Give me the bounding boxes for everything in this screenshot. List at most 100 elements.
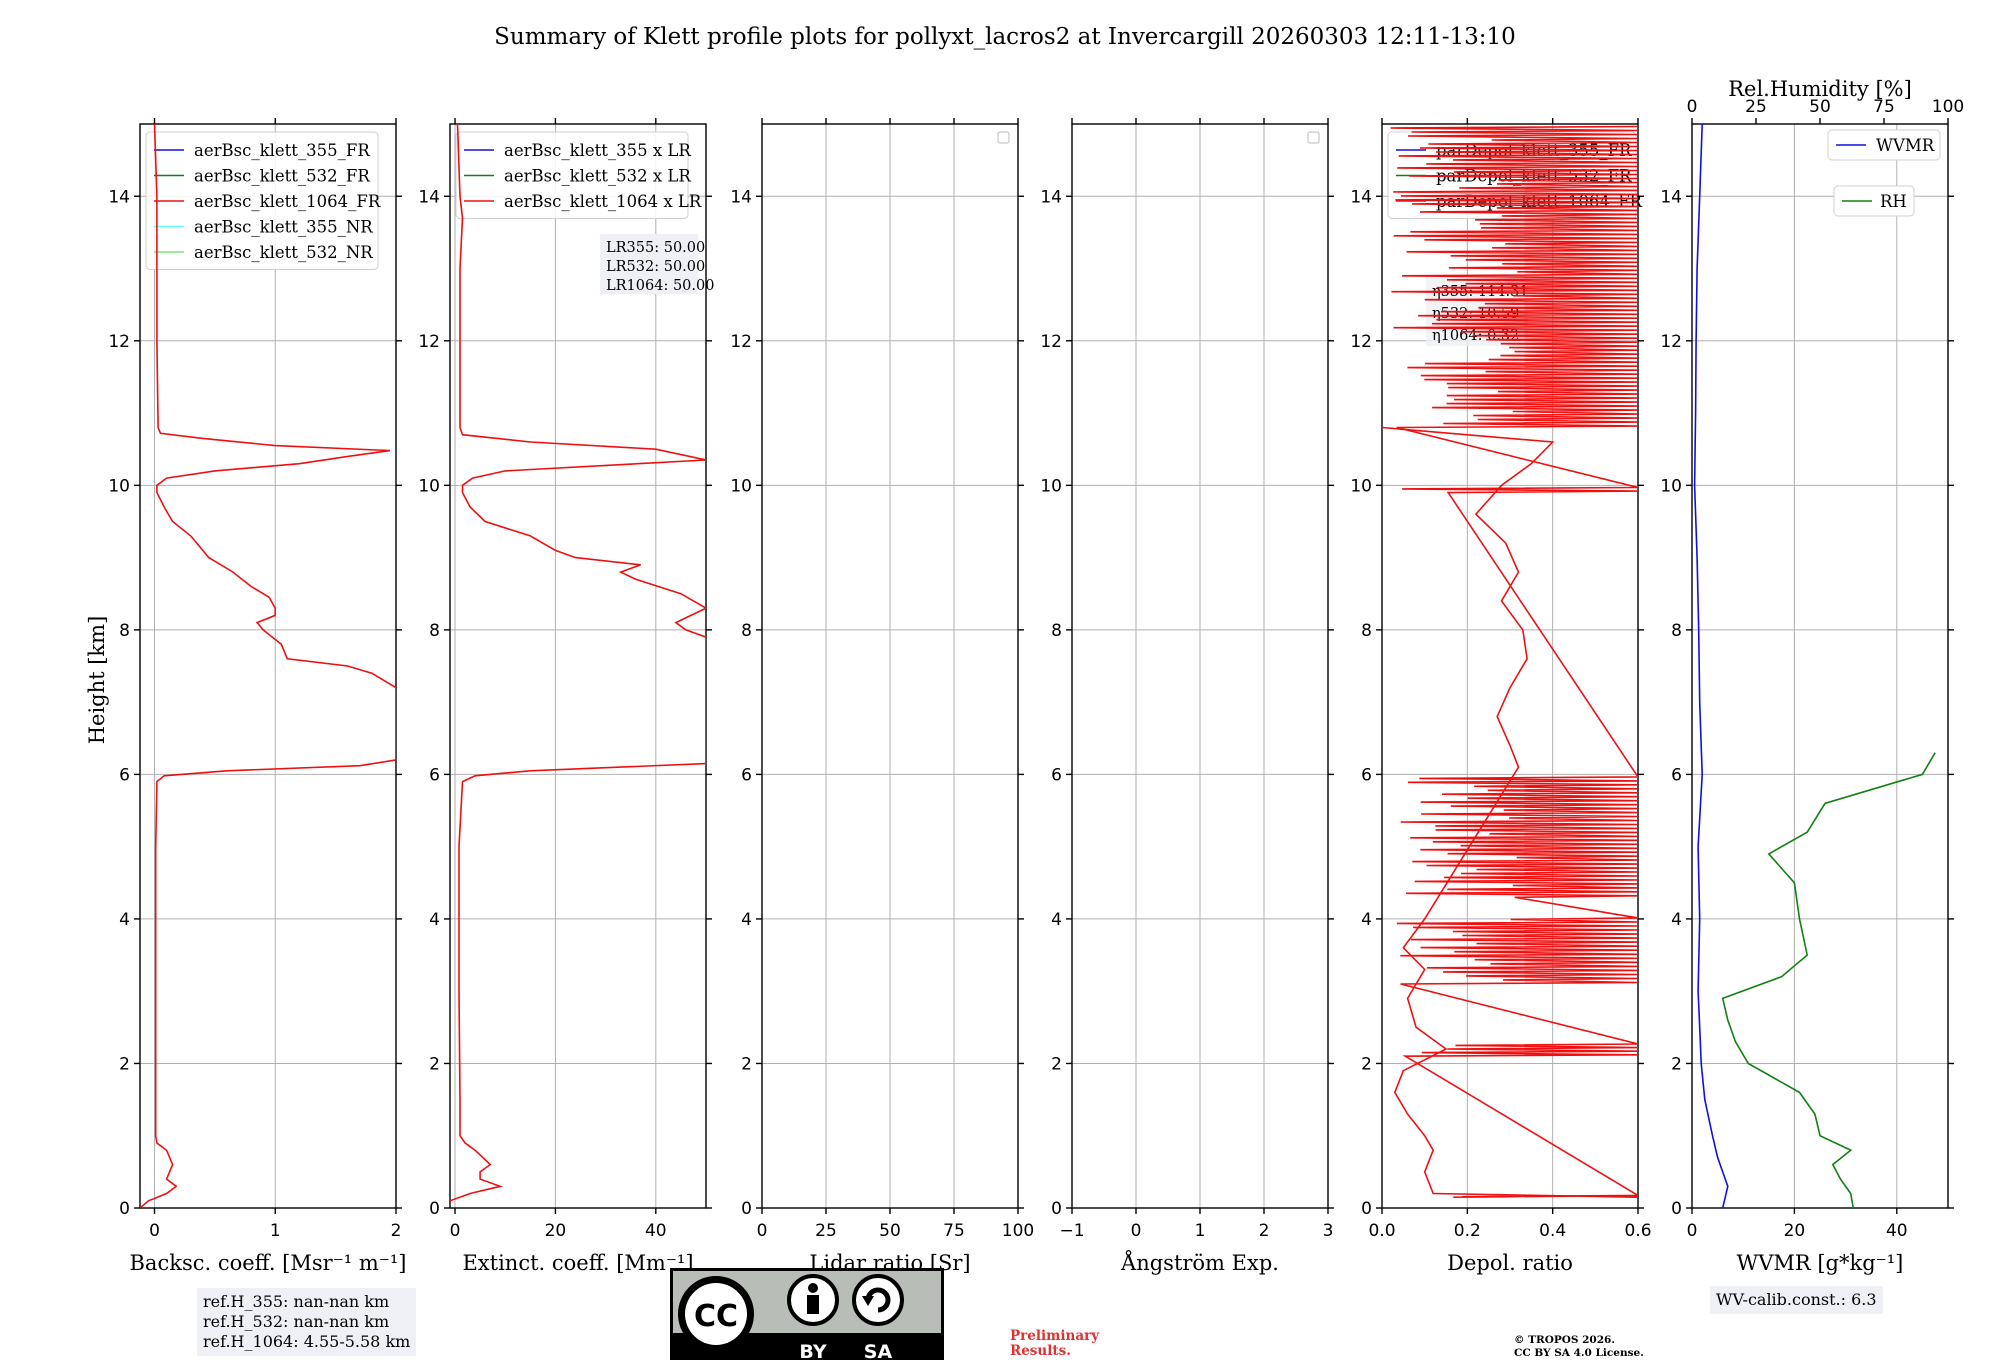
x-tick-label: 2 <box>1259 1221 1270 1241</box>
axes-frame <box>139 123 397 1209</box>
y-tick-label: 0 <box>119 1199 130 1219</box>
y-tick-label: 8 <box>1671 621 1682 641</box>
y-tick-label: 0 <box>1671 1199 1682 1219</box>
x-tick-label: 40 <box>645 1221 667 1241</box>
by-icon-body <box>807 1295 819 1314</box>
y-axis-label: Height [km] <box>85 616 109 745</box>
lidar-ratio-value: LR355: 50.00 <box>606 240 705 256</box>
x-tick-label: 20 <box>1784 1221 1806 1241</box>
rh-tick-label: 75 <box>1873 97 1895 117</box>
legend-entry: aerBsc_klett_355_NR <box>194 218 373 237</box>
y-tick-label: 8 <box>741 621 752 641</box>
y-tick-label: 4 <box>1361 910 1372 930</box>
y-tick-label: 14 <box>108 187 130 207</box>
x-axis-label: Ångström Exp. <box>1120 1250 1279 1275</box>
y-tick-label: 12 <box>418 332 440 352</box>
y-tick-label: 8 <box>1051 621 1062 641</box>
y-tick-label: 10 <box>1350 476 1372 496</box>
y-tick-label: 10 <box>418 476 440 496</box>
x-tick-label: 3 <box>1323 1221 1334 1241</box>
wvmr-legend-entry: WVMR <box>1876 136 1935 155</box>
x-tick-label: 0.4 <box>1539 1221 1566 1241</box>
y-tick-label: 12 <box>1350 332 1372 352</box>
empty-legend-box <box>1307 131 1320 144</box>
sa-text: SA <box>864 1341 893 1360</box>
copyright-line-1: © TROPOS 2026. <box>1514 1334 1616 1346</box>
y-tick-label: 0 <box>1361 1199 1372 1219</box>
y-tick-label: 4 <box>429 910 440 930</box>
x-tick-label: 0 <box>757 1221 768 1241</box>
sa-icon <box>852 1274 904 1326</box>
lidar-ratio-box <box>600 234 698 294</box>
x-tick-label: 0.6 <box>1624 1221 1651 1241</box>
backscatter-1064-line <box>140 124 396 1208</box>
y-tick-label: 4 <box>1671 910 1682 930</box>
y-tick-label: 14 <box>1350 187 1372 207</box>
y-tick-label: 12 <box>108 332 130 352</box>
rh-tick-label: 0 <box>1687 97 1698 117</box>
legend-box <box>455 131 689 219</box>
x-axis-label: Extinct. coeff. [Mm⁻¹] <box>462 1251 693 1275</box>
by-text: BY <box>799 1341 826 1360</box>
y-tick-label: 2 <box>741 1054 752 1074</box>
y-tick-label: 6 <box>119 765 130 785</box>
y-tick-label: 10 <box>108 476 130 496</box>
ref-h-355: ref.H_355: nan-nan km <box>203 1292 390 1311</box>
preliminary-line-1: Preliminary <box>1010 1328 1100 1344</box>
legend-entry: aerBsc_klett_1064_FR <box>194 192 381 211</box>
x-tick-label: 75 <box>943 1221 965 1241</box>
cc-by-sa-logo: CC BY SA <box>670 1268 944 1360</box>
x-tick-label: 20 <box>545 1221 567 1241</box>
x-tick-label: 100 <box>1002 1221 1034 1241</box>
cc-text: CC <box>694 1299 738 1334</box>
y-tick-label: 10 <box>1040 476 1062 496</box>
rh-axis-label: Rel.Humidity [%] <box>1728 77 1912 101</box>
y-tick-label: 2 <box>1671 1054 1682 1074</box>
y-tick-label: 6 <box>741 765 752 785</box>
wv-calibration-box: WV-calib.const.: 6.3 <box>1710 1286 1883 1314</box>
x-tick-label: 0 <box>1131 1221 1142 1241</box>
x-tick-label: 25 <box>815 1221 837 1241</box>
y-tick-label: 2 <box>119 1054 130 1074</box>
x-tick-label: 0 <box>1687 1221 1698 1241</box>
x-tick-label: 0.2 <box>1454 1221 1481 1241</box>
y-tick-label: 6 <box>429 765 440 785</box>
rh-tick-label: 25 <box>1745 97 1767 117</box>
x-axis-label: Depol. ratio <box>1447 1251 1573 1275</box>
y-tick-label: 2 <box>1051 1054 1062 1074</box>
lidar-ratio-value: LR1064: 50.00 <box>606 278 714 294</box>
rh-tick-label: 50 <box>1809 97 1831 117</box>
y-tick-label: 12 <box>1660 332 1682 352</box>
legend-entry: aerBsc_klett_532 x LR <box>504 167 691 186</box>
y-tick-label: 0 <box>741 1199 752 1219</box>
y-tick-label: 8 <box>1361 621 1372 641</box>
x-tick-label: 0 <box>149 1221 160 1241</box>
extinction-1064-line <box>450 124 706 1202</box>
panel-6: 0 2 4 6 8 10 12 14 0 20 40 WVMR [g*kg⁻¹] 0 25 50 75 100 R… <box>1660 77 1964 1275</box>
y-tick-label: 14 <box>1040 187 1062 207</box>
y-tick-label: 6 <box>1051 765 1062 785</box>
figure-title: Summary of Klett profile plots for polly… <box>494 24 1516 50</box>
cc-circle-inner <box>685 1283 747 1345</box>
x-tick-label: 40 <box>1886 1221 1908 1241</box>
y-tick-label: 4 <box>119 910 130 930</box>
y-tick-label: 8 <box>119 621 130 641</box>
y-tick-label: 12 <box>1040 332 1062 352</box>
legend-entry: aerBsc_klett_532_NR <box>194 243 373 262</box>
wvmr-line <box>1693 124 1729 1208</box>
reference-height-box: ref.H_355: nan-nan km ref.H_532: nan-nan … <box>197 1288 417 1356</box>
y-tick-label: 4 <box>1051 910 1062 930</box>
copyright-line-2: CC BY SA 4.0 License. <box>1514 1347 1644 1359</box>
y-tick-label: 0 <box>429 1199 440 1219</box>
legend-entry: aerBsc_klett_1064 x LR <box>504 192 702 211</box>
y-tick-label: 6 <box>1671 765 1682 785</box>
x-tick-label: 1 <box>270 1221 281 1241</box>
x-axis-label: WVMR [g*kg⁻¹] <box>1737 1251 1904 1275</box>
by-icon-head <box>808 1283 818 1293</box>
panel-2: 0 2 4 6 8 10 12 14 0 20 40 Extinct. coeff. [Mm⁻¹] ae… <box>418 118 714 1275</box>
eta-value: η532: 10.59 <box>1432 306 1519 322</box>
